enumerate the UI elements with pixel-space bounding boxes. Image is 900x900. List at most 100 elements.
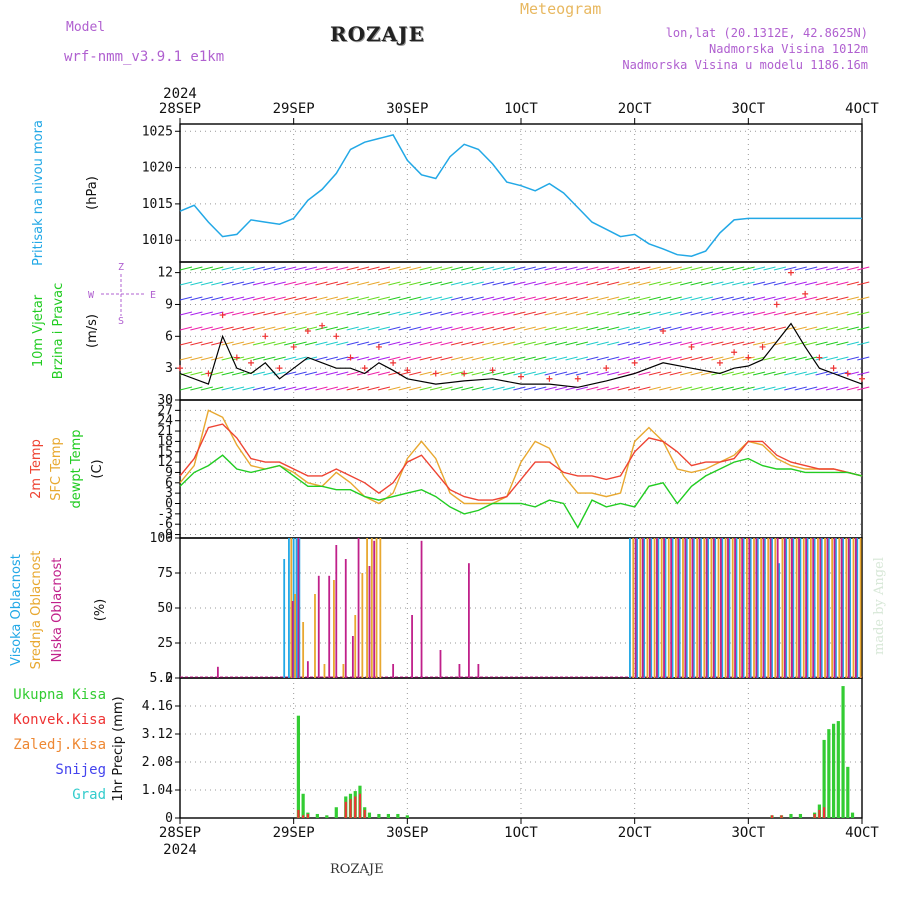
wind-arrow: [398, 266, 411, 271]
wind-arrow: [836, 296, 849, 301]
wind-arrow: [857, 326, 870, 331]
wind-arrow: [429, 341, 443, 346]
wind-arrow: [669, 356, 682, 361]
wind-arrow: [200, 341, 213, 346]
year-label-top: 2024: [163, 86, 197, 102]
wind-arrow: [825, 266, 839, 271]
low-cloud-bar: [392, 664, 395, 678]
wind-arrow: [846, 326, 859, 331]
low-cloud-bar: [854, 538, 857, 678]
wind-arrow: [409, 296, 422, 301]
wind-arrow: [721, 311, 734, 316]
wind-arrow: [294, 311, 307, 316]
y-tick-label: -6: [157, 517, 173, 532]
wind-arrow: [586, 281, 599, 286]
mid-cloud-bar: [795, 538, 798, 678]
wind-arrow: [690, 371, 703, 376]
low-cloud-bar: [805, 538, 808, 678]
wind-arrow: [659, 326, 672, 331]
wind-arrow: [482, 296, 495, 301]
wind-arrow: [565, 266, 578, 271]
high-cloud-bar: [292, 538, 295, 678]
dewpt-temp-axis-name: dewpt Temp: [69, 429, 84, 508]
mid-cloud-bar: [682, 538, 684, 678]
wind-arrow: [294, 326, 307, 331]
wind-arrow: [388, 386, 401, 391]
wind-arrow: [221, 326, 234, 331]
high-cloud-bar: [799, 538, 802, 678]
wind-arrow: [513, 356, 526, 361]
wind-arrow: [200, 311, 213, 316]
wind-arrow: [502, 266, 516, 271]
wind-arrow: [502, 386, 516, 391]
wind-arrow: [554, 296, 568, 301]
wind-arrow: [815, 386, 828, 391]
cloud-axis-unit: (%): [93, 599, 108, 622]
wind-gust-point: [177, 365, 183, 372]
temp-2m-line: [179, 423, 863, 501]
wind-arrow: [211, 386, 224, 391]
wind-gust-point: [304, 328, 311, 334]
y-tick-label: 12: [157, 266, 173, 281]
wind-gust-point: [276, 365, 283, 372]
low-cloud-bar: [297, 538, 300, 678]
wind-arrow: [252, 356, 266, 361]
wind-arrow: [732, 311, 745, 316]
wind-arrow: [429, 386, 443, 391]
wind-arrow: [773, 356, 787, 361]
wind-arrow: [627, 341, 641, 346]
high-cloud-bar: [636, 538, 638, 678]
high-cloud-bar: [778, 563, 781, 678]
wind-arrow: [304, 311, 318, 316]
wind-arrow: [273, 326, 286, 331]
mid-cloud-bar: [852, 538, 855, 678]
total-precip-bar: [822, 739, 826, 818]
high-cloud-bar: [792, 538, 795, 678]
y-tick-label: 12: [157, 455, 173, 470]
wind-arrow: [294, 356, 307, 361]
wind-arrow: [231, 356, 245, 361]
mid-cloud-bar: [375, 538, 378, 678]
wind-arrow: [711, 311, 724, 316]
wind-arrow: [294, 371, 307, 376]
wind-arrow: [627, 326, 641, 331]
wind-arrow: [607, 356, 620, 361]
lonlat-label: lon,lat (20.1312E, 42.8625N): [665, 26, 868, 40]
total-precip-bar: [377, 813, 381, 818]
wind-arrow: [565, 281, 578, 286]
wind-arrow: [482, 341, 495, 346]
low-cloud-bar: [748, 538, 751, 678]
wind-arrow: [221, 266, 234, 271]
wind-arrow: [742, 296, 755, 301]
x-tick-label-bottom: 28SEP: [159, 825, 201, 841]
wind-arrow: [294, 341, 307, 346]
wind-arrow: [544, 266, 557, 271]
mid-cloud-bar: [809, 538, 812, 678]
wind-arrow: [721, 266, 734, 271]
wind-arrow: [252, 296, 266, 301]
wind-arrow: [575, 326, 589, 331]
wind-arrow: [607, 266, 620, 271]
wind-arrow: [679, 386, 693, 391]
wind-arrow: [263, 266, 276, 271]
wind-arrow: [190, 296, 203, 301]
wind-arrow: [617, 386, 630, 391]
wind-arrow: [377, 356, 391, 361]
total-precip-bar: [841, 686, 845, 818]
total-precip-bar: [301, 793, 305, 818]
wind-arrow: [773, 266, 787, 271]
wind-arrow: [179, 266, 193, 271]
wind-arrow: [752, 371, 766, 376]
wind-arrow: [252, 341, 266, 346]
wind-arrow: [482, 326, 495, 331]
mid-cloud-bar: [632, 538, 635, 678]
wind-arrow: [648, 341, 662, 346]
wind-arrow: [190, 356, 203, 361]
x-tick-label-top: 30SEP: [386, 101, 428, 117]
wind-arrow: [773, 311, 787, 316]
wind-arrow: [763, 356, 776, 361]
wind-arrow: [419, 371, 432, 376]
wind-arrow: [690, 281, 703, 286]
wind-arrow: [325, 326, 339, 331]
wind-arrow: [242, 266, 255, 271]
